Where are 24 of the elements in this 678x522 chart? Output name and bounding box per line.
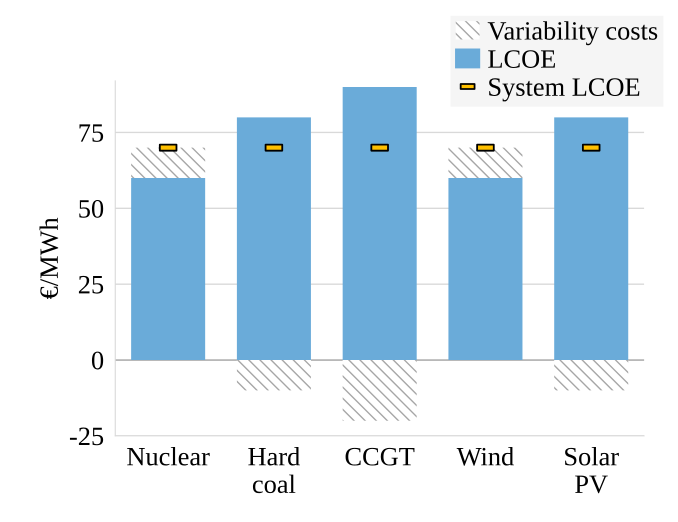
legend-label: LCOE xyxy=(488,50,555,68)
bar xyxy=(342,86,417,360)
x-tick-label: Wind xyxy=(456,446,514,466)
y-tick-label: 75 xyxy=(80,124,104,142)
bar xyxy=(448,148,522,178)
bar xyxy=(131,148,206,178)
bar xyxy=(448,178,522,360)
y-tick-label: 25 xyxy=(78,276,104,294)
y-tick-label: 50 xyxy=(79,200,104,218)
x-tick-label: Solar PV xyxy=(565,446,619,494)
x-tick-label: Hard coal xyxy=(248,446,300,494)
y-tick-label: -25 xyxy=(70,428,104,446)
x-tick-label: Nuclear xyxy=(127,446,210,466)
x-tick-label: CCGT xyxy=(346,448,414,466)
bar xyxy=(342,360,417,421)
bar xyxy=(236,117,311,360)
y-axis-title: €/MWh xyxy=(39,218,58,300)
bar xyxy=(236,360,311,390)
y-tick-label: 0 xyxy=(92,352,104,370)
bar xyxy=(131,178,206,360)
legend-label: System LCOE xyxy=(489,78,640,102)
bar xyxy=(554,360,628,390)
bar xyxy=(554,117,628,360)
legend-label: Variability costs xyxy=(488,21,658,46)
